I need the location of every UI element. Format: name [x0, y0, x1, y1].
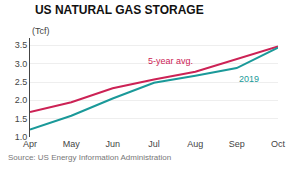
- svg-text:5-year avg.: 5-year avg.: [148, 56, 193, 66]
- svg-text:Oct: Oct: [271, 139, 286, 149]
- svg-text:Jul: Jul: [148, 139, 160, 149]
- svg-text:Apr: Apr: [23, 139, 37, 149]
- svg-text:(Tcf): (Tcf): [32, 26, 50, 36]
- svg-text:3.0: 3.0: [15, 59, 28, 69]
- svg-text:2.0: 2.0: [15, 95, 28, 105]
- svg-text:Jun: Jun: [105, 139, 120, 149]
- svg-text:1.0: 1.0: [15, 132, 28, 142]
- svg-text:2019: 2019: [239, 74, 259, 84]
- svg-text:US NATURAL GAS STORAGE: US NATURAL GAS STORAGE: [35, 3, 204, 17]
- svg-text:2.5: 2.5: [15, 77, 28, 87]
- svg-text:Sep: Sep: [229, 139, 245, 149]
- svg-text:1.5: 1.5: [15, 114, 28, 124]
- svg-text:Aug: Aug: [187, 139, 203, 149]
- svg-text:3.5: 3.5: [15, 40, 28, 50]
- svg-text:Source: US Energy Information: Source: US Energy Information Administra…: [8, 153, 171, 162]
- svg-text:May: May: [63, 139, 81, 149]
